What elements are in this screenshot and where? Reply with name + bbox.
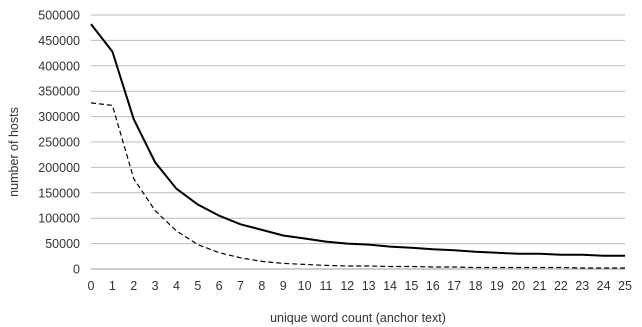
x-tick-label: 6: [216, 279, 223, 293]
x-tick-label: 24: [597, 279, 611, 293]
y-tick-label: 400000: [38, 59, 80, 73]
y-tick-label: 250000: [38, 136, 80, 150]
y-tick-label: 300000: [38, 110, 80, 124]
x-tick-label: 19: [490, 279, 504, 293]
x-tick-label: 11: [319, 279, 332, 293]
x-tick-label: 1: [109, 279, 116, 293]
x-tick-label: 0: [88, 279, 95, 293]
series-line-solid: [90, 23, 625, 257]
x-axis-title: unique word count (anchor text): [270, 311, 446, 325]
gridlines: [91, 14, 625, 270]
x-tick-label: 18: [469, 279, 483, 293]
x-tick-label: 12: [340, 279, 354, 293]
y-tick-label: 0: [73, 263, 80, 277]
x-tick-label: 7: [237, 279, 244, 293]
x-tick-label: 17: [447, 279, 461, 293]
series-line-dashed: [90, 102, 625, 269]
x-tick-label: 22: [554, 279, 568, 293]
y-tick-label: 200000: [38, 161, 80, 175]
x-tick-label: 5: [194, 279, 201, 293]
x-tick-label: 8: [258, 279, 265, 293]
y-axis-tick-labels: 0 50000 100000 150000 200000 250000 300000 3500…: [38, 9, 80, 277]
x-axis-tick-labels: 0 1 2 3 4 5 6 7 8 9 10 11 12 13 14 15 16 17 18 19 20 21 22 23 24…: [88, 279, 632, 293]
y-tick-label: 150000: [38, 186, 80, 200]
series-lines: [90, 23, 625, 269]
x-tick-label: 9: [280, 279, 287, 293]
x-tick-label: 15: [404, 279, 418, 293]
x-tick-label: 16: [426, 279, 440, 293]
y-tick-label: 100000: [38, 212, 80, 226]
y-axis-title: number of hosts: [7, 107, 21, 197]
x-tick-label: 21: [533, 279, 547, 293]
x-tick-label: 23: [575, 279, 589, 293]
x-tick-label: 10: [298, 279, 312, 293]
x-tick-label: 20: [511, 279, 525, 293]
x-tick-label: 3: [152, 279, 159, 293]
x-tick-label: 14: [383, 279, 397, 293]
y-tick-label: 500000: [38, 9, 80, 23]
y-tick-label: 450000: [38, 34, 80, 48]
y-tick-label: 350000: [38, 85, 80, 99]
x-tick-label: 4: [173, 279, 180, 293]
x-tick-label: 13: [362, 279, 376, 293]
y-tick-label: 50000: [45, 237, 80, 251]
x-tick-label: 25: [618, 279, 632, 293]
x-tick-label: 2: [130, 279, 137, 293]
